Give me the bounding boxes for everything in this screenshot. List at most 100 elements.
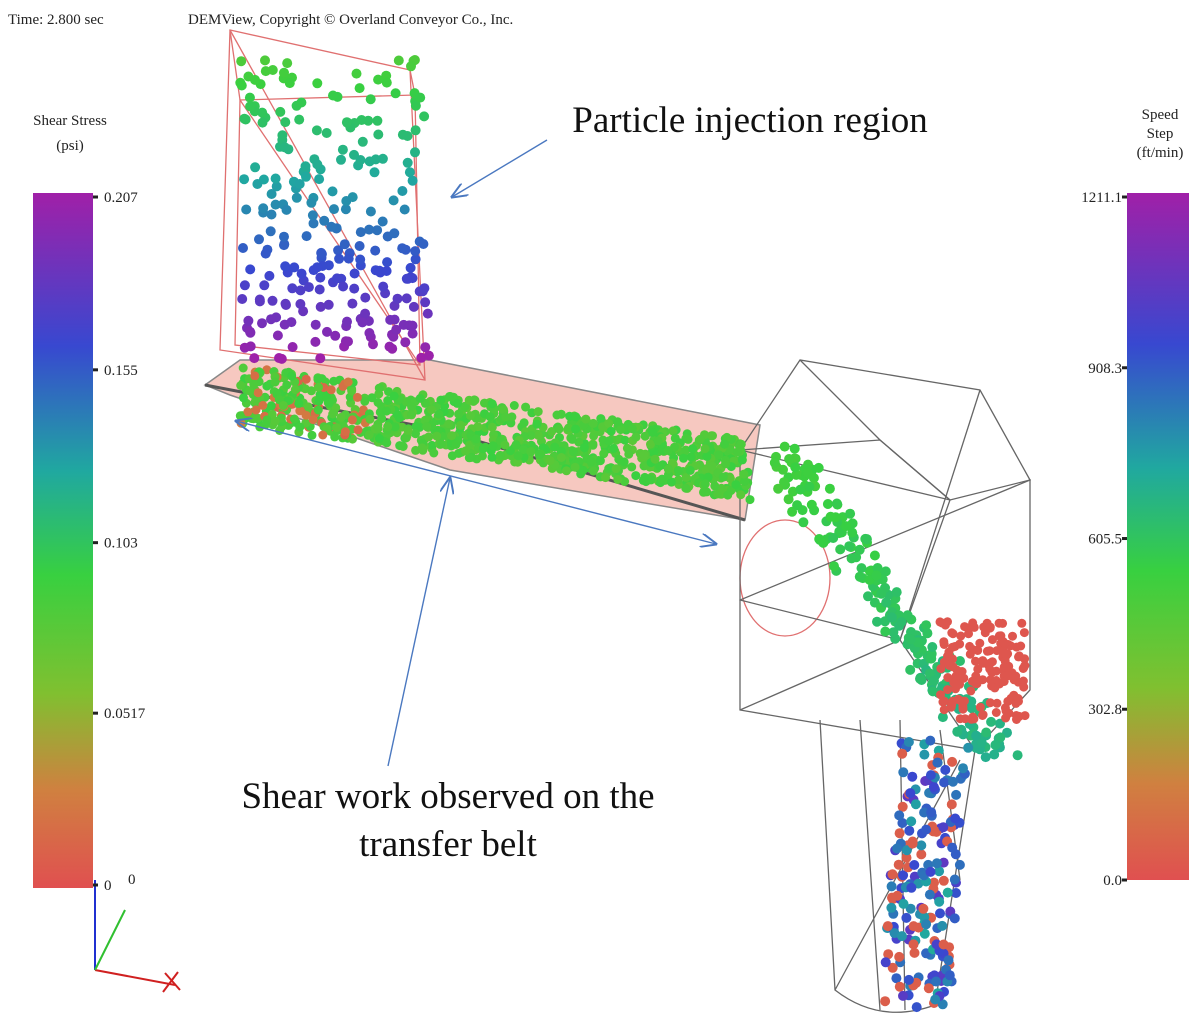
particle (332, 423, 341, 432)
particle (311, 320, 321, 330)
particle (382, 407, 391, 416)
particle (372, 116, 382, 126)
particle (404, 426, 413, 435)
particle (897, 931, 907, 941)
particle (1001, 703, 1010, 712)
particle (823, 499, 833, 509)
particle (943, 888, 953, 898)
particle (408, 321, 418, 331)
particle (382, 257, 392, 267)
particle (844, 541, 854, 551)
particle (555, 425, 564, 434)
particle (925, 890, 935, 900)
particle (246, 341, 256, 351)
tick-label: 302.8 (1088, 702, 1122, 718)
particle (277, 130, 287, 140)
particle (897, 617, 907, 627)
particle (916, 849, 926, 859)
particle (423, 309, 433, 319)
particle (336, 155, 346, 165)
particle (887, 881, 897, 891)
particle (857, 563, 867, 573)
particle (453, 399, 462, 408)
particle (950, 814, 960, 824)
particle (925, 736, 935, 746)
particle (338, 282, 348, 292)
particle (948, 777, 958, 787)
particle (910, 948, 920, 958)
particle (959, 705, 968, 714)
particle (268, 296, 278, 306)
particle (932, 858, 942, 868)
particle (835, 544, 845, 554)
particle (271, 174, 281, 184)
particle (259, 280, 269, 290)
particle (267, 210, 277, 220)
particle (947, 843, 957, 853)
particle (355, 241, 365, 251)
particle (1000, 663, 1009, 672)
particle (315, 273, 325, 283)
particle (259, 175, 269, 185)
particle (883, 921, 893, 931)
particle (296, 98, 306, 108)
particle (368, 339, 378, 349)
particle (596, 414, 605, 423)
particle (302, 375, 311, 384)
particle (981, 752, 991, 762)
particle (930, 995, 940, 1005)
particle (916, 840, 926, 850)
particle (778, 465, 788, 475)
particle (792, 500, 802, 510)
axis-mark: 0 (128, 872, 136, 888)
particle (710, 481, 719, 490)
particle (407, 402, 416, 411)
colorbar-left (33, 193, 93, 888)
particle (314, 397, 323, 406)
particle (929, 782, 939, 792)
particle (420, 297, 430, 307)
tick-label: 0.0517 (104, 706, 146, 722)
particle (403, 131, 413, 141)
particle (370, 167, 380, 177)
particle (701, 444, 710, 453)
particle (624, 450, 633, 459)
particle (948, 697, 957, 706)
particle (909, 921, 919, 931)
particle (344, 378, 353, 387)
particle (951, 790, 961, 800)
particle (894, 810, 904, 820)
particle (410, 147, 420, 157)
particle (981, 628, 990, 637)
particle (341, 196, 351, 206)
particle (285, 78, 295, 88)
particle (978, 711, 987, 720)
particle (627, 463, 636, 472)
particle (684, 435, 693, 444)
particle (239, 114, 249, 124)
particle (236, 411, 245, 420)
particle (245, 264, 255, 274)
particle (1015, 712, 1024, 721)
particle (309, 265, 319, 275)
legend-title: Step (1147, 126, 1174, 142)
particle (699, 488, 708, 497)
particle (966, 686, 975, 695)
particle (266, 314, 276, 324)
particle (939, 876, 949, 886)
particle (356, 155, 366, 165)
particle (461, 446, 470, 455)
particle (1003, 649, 1012, 658)
particle (368, 393, 377, 402)
particle (466, 411, 475, 420)
particle (581, 415, 590, 424)
particle (562, 466, 571, 475)
particle (245, 386, 254, 395)
particle (302, 231, 312, 241)
particle (328, 91, 338, 101)
particle (588, 441, 597, 450)
particle (325, 399, 334, 408)
particle (571, 463, 580, 472)
particle (828, 533, 838, 543)
particle (245, 93, 255, 103)
